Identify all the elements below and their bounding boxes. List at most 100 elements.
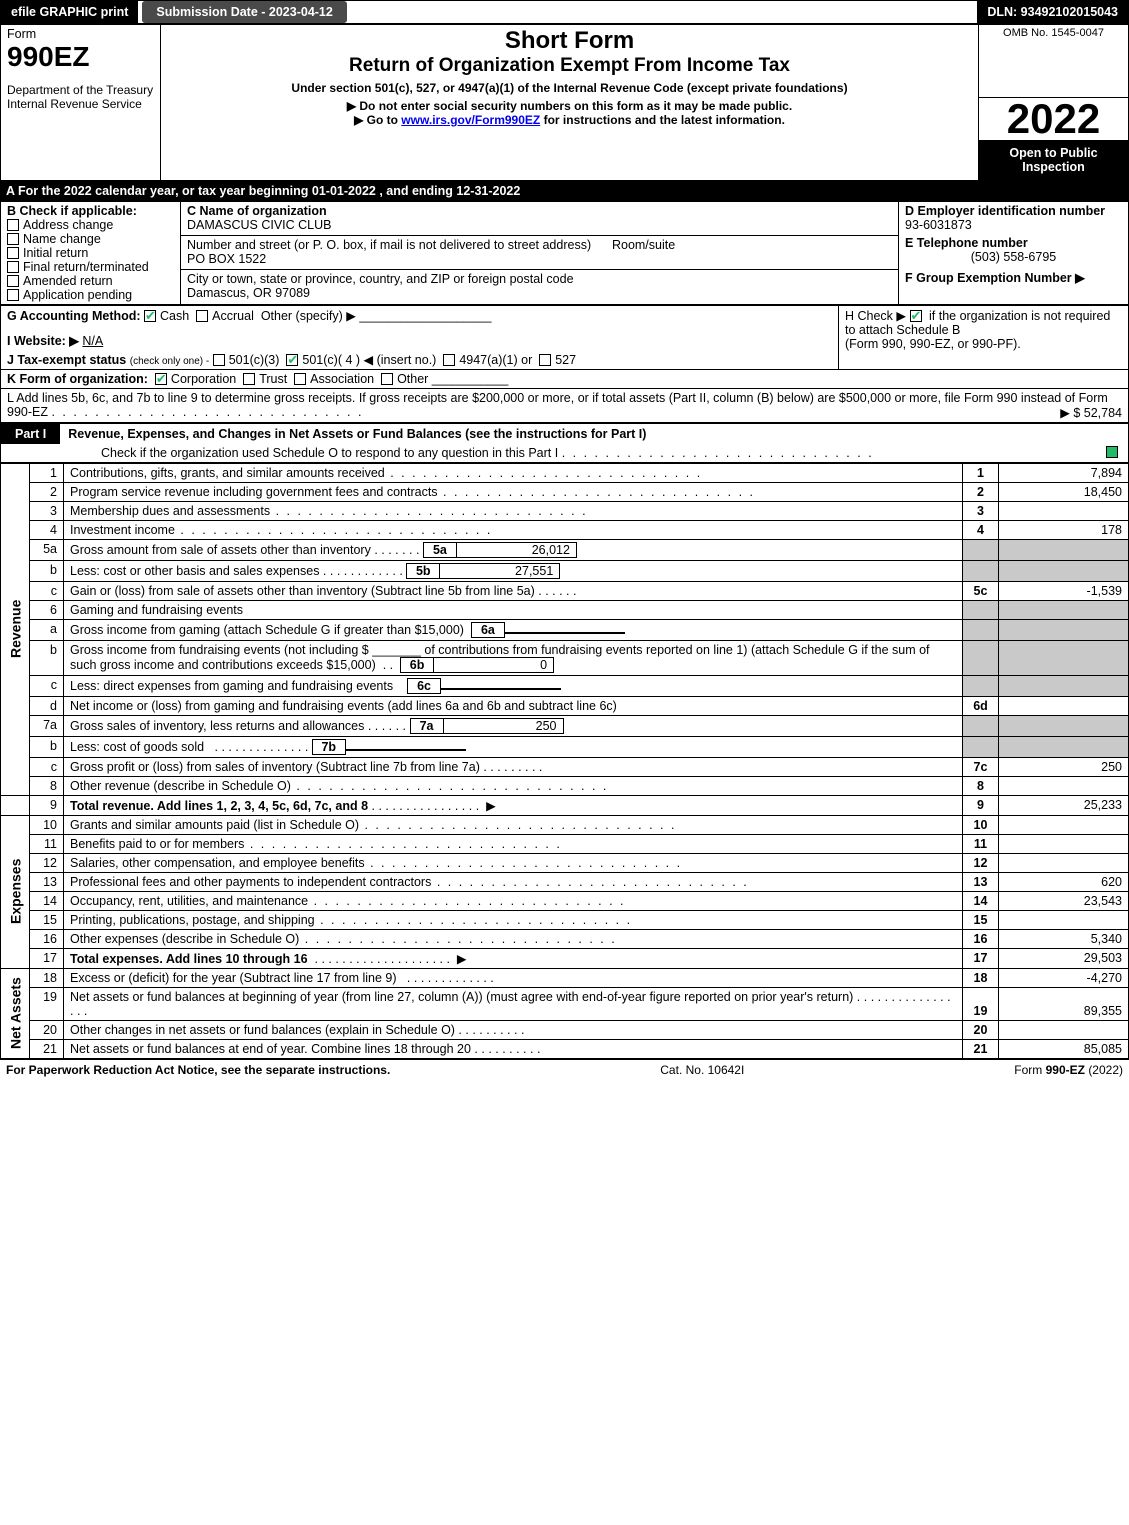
box-15: 15	[963, 910, 999, 929]
ln-14: 14	[30, 891, 64, 910]
ln-2: 2	[30, 482, 64, 501]
dots-partI	[562, 446, 874, 460]
txt-8: Other revenue (describe in Schedule O)	[70, 779, 291, 793]
box-18: 18	[963, 968, 999, 987]
chk-application-pending[interactable]	[7, 289, 19, 301]
val-11	[999, 834, 1129, 853]
ln-20: 20	[30, 1020, 64, 1039]
ln-5b: b	[30, 560, 64, 581]
ln-1: 1	[30, 463, 64, 482]
box-21: 21	[963, 1039, 999, 1058]
short-form-title: Short Form	[167, 27, 972, 55]
ln-16: 16	[30, 929, 64, 948]
val-2: 18,450	[999, 482, 1129, 501]
opt-association: Association	[310, 372, 374, 386]
chk-trust[interactable]	[243, 373, 255, 385]
room-label: Room/suite	[612, 238, 675, 252]
txt-17: Total expenses. Add lines 10 through 16	[70, 952, 308, 966]
chk-corporation[interactable]	[155, 373, 167, 385]
street-value: PO BOX 1522	[187, 252, 266, 266]
sv-5b: 27,551	[440, 563, 560, 579]
section-k-label: K Form of organization:	[7, 372, 148, 386]
box-1: 1	[963, 463, 999, 482]
txt-10: Grants and similar amounts paid (list in…	[70, 818, 359, 832]
footer-right-post: (2022)	[1088, 1063, 1123, 1077]
efile-label[interactable]: efile GRAPHIC print	[1, 1, 138, 23]
opt-501c3: 501(c)(3)	[229, 353, 280, 367]
sv-5a: 26,012	[457, 542, 577, 558]
line-a: A For the 2022 calendar year, or tax yea…	[0, 181, 1129, 201]
dots-l	[51, 405, 363, 419]
chk-cash[interactable]	[144, 310, 156, 322]
chk-other-org[interactable]	[381, 373, 393, 385]
submission-date: Submission Date - 2023-04-12	[142, 1, 346, 23]
dln-label: DLN: 93492102015043	[977, 1, 1128, 23]
box-13: 13	[963, 872, 999, 891]
opt-other-specify: Other (specify) ▶	[261, 309, 356, 323]
chk-association[interactable]	[294, 373, 306, 385]
val-10	[999, 815, 1129, 834]
chk-address-change[interactable]	[7, 219, 19, 231]
footer-catno: Cat. No. 10642I	[390, 1063, 1014, 1077]
sb-6a: 6a	[471, 622, 505, 638]
opt-cash: Cash	[160, 309, 189, 323]
chk-h[interactable]	[910, 310, 922, 322]
website-value: N/A	[82, 334, 103, 348]
txt-12: Salaries, other compensation, and employ…	[70, 856, 365, 870]
chk-initial-return[interactable]	[7, 247, 19, 259]
ln-7c: c	[30, 757, 64, 776]
ln-6a: a	[30, 619, 64, 640]
ln-21: 21	[30, 1039, 64, 1058]
form-number: 990EZ	[7, 41, 154, 73]
chk-name-change[interactable]	[7, 233, 19, 245]
chk-4947[interactable]	[443, 354, 455, 366]
netassets-section-label: Net Assets	[1, 968, 30, 1058]
ln-8: 8	[30, 776, 64, 795]
dept-irs: Internal Revenue Service	[7, 97, 154, 111]
txt-5b: Less: cost or other basis and sales expe…	[70, 564, 319, 578]
section-j-label: J Tax-exempt status	[7, 353, 126, 367]
ln-10: 10	[30, 815, 64, 834]
section-d-label: D Employer identification number	[905, 204, 1122, 218]
irs-link[interactable]: www.irs.gov/Form990EZ	[401, 113, 540, 127]
chk-501c[interactable]	[286, 354, 298, 366]
ln-11: 11	[30, 834, 64, 853]
ln-17: 17	[30, 948, 64, 968]
footer-left: For Paperwork Reduction Act Notice, see …	[6, 1063, 390, 1077]
goto-post: for instructions and the latest informat…	[544, 113, 785, 127]
city-value: Damascus, OR 97089	[187, 286, 310, 300]
txt-7a: Gross sales of inventory, less returns a…	[70, 719, 364, 733]
txt-6: Gaming and fundraising events	[64, 600, 963, 619]
chk-amended-return[interactable]	[7, 275, 19, 287]
sb-7b: 7b	[312, 739, 346, 755]
lines-table: Revenue 1 Contributions, gifts, grants, …	[0, 463, 1129, 1059]
opt-amended-return: Amended return	[23, 274, 113, 288]
val-16: 5,340	[999, 929, 1129, 948]
val-5c: -1,539	[999, 581, 1129, 600]
chk-schedule-o[interactable]	[1106, 446, 1118, 458]
box-2: 2	[963, 482, 999, 501]
chk-accrual[interactable]	[196, 310, 208, 322]
chk-527[interactable]	[539, 354, 551, 366]
ein-value: 93-6031873	[905, 218, 1122, 232]
txt-18: Excess or (deficit) for the year (Subtra…	[70, 971, 397, 985]
txt-6b-1: Gross income from fundraising events (no…	[70, 643, 369, 657]
box-14: 14	[963, 891, 999, 910]
val-12	[999, 853, 1129, 872]
ln-15: 15	[30, 910, 64, 929]
j-note: (check only one) -	[130, 356, 209, 367]
chk-501c3[interactable]	[213, 354, 225, 366]
txt-3: Membership dues and assessments	[70, 504, 270, 518]
box-19: 19	[963, 987, 999, 1020]
sv-6a	[505, 632, 625, 634]
opt-initial-return: Initial return	[23, 246, 88, 260]
opt-address-change: Address change	[23, 218, 113, 232]
opt-other-org: Other	[397, 372, 428, 386]
box-9: 9	[963, 795, 999, 815]
box-17: 17	[963, 948, 999, 968]
txt-2: Program service revenue including govern…	[70, 485, 438, 499]
box-6d: 6d	[963, 696, 999, 715]
chk-final-return[interactable]	[7, 261, 19, 273]
part-i-tab: Part I	[1, 424, 60, 444]
section-c-label: C Name of organization	[187, 204, 327, 218]
